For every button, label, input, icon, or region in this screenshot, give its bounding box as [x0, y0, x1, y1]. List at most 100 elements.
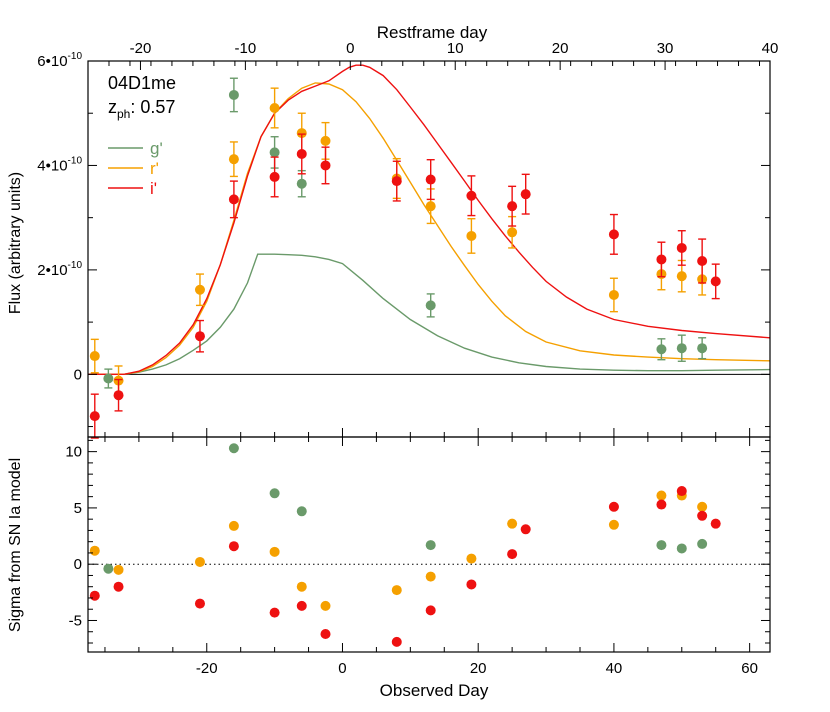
flux-point-r	[425, 201, 436, 212]
sigma-point-r	[194, 556, 205, 567]
flux-point-i	[194, 331, 205, 342]
sigma-point-i	[113, 581, 124, 592]
restframe-tick-label: -10	[235, 40, 257, 57]
sigma-point-r	[320, 600, 331, 611]
flux-axis-label: Flux (arbitrary units)	[7, 172, 24, 314]
sigma-point-i	[425, 605, 436, 616]
flux-point-r	[466, 230, 477, 241]
flux-point-g	[425, 300, 436, 311]
flux-point-i	[296, 148, 307, 159]
flux-point-r	[507, 227, 518, 238]
sigma-point-i	[194, 598, 205, 609]
flux-point-i	[391, 176, 402, 187]
sigma-point-i	[391, 636, 402, 647]
legend-label-r: r'	[150, 159, 159, 178]
observed-tick-label: 60	[741, 660, 758, 677]
sigma-point-r	[269, 546, 280, 557]
sigma-plot-frame	[87, 436, 771, 653]
flux-point-r	[89, 351, 100, 362]
sigma-point-g	[228, 443, 239, 454]
flux-point-g	[676, 343, 687, 354]
legend-label-i: i'	[150, 179, 157, 198]
observed-tick-label: -20	[196, 660, 218, 677]
flux-y-tick-label: 4•10-10	[37, 155, 82, 174]
flux-point-i	[113, 390, 124, 401]
sigma-point-g	[425, 540, 436, 551]
flux-point-i	[507, 201, 518, 212]
sigma-point-i	[228, 541, 239, 552]
sigma-y-tick-label: 0	[74, 556, 82, 573]
flux-point-i	[520, 189, 531, 200]
sigma-point-i	[89, 590, 100, 601]
redshift-value: : 0.57	[130, 97, 175, 117]
flux-point-r	[608, 289, 619, 300]
sigma-point-r	[425, 571, 436, 582]
sigma-point-r	[697, 501, 708, 512]
sigma-panel: -5 0 5 10 -20 0 20 40 60	[65, 436, 771, 677]
flux-point-g	[228, 89, 239, 100]
flux-point-g	[656, 344, 667, 355]
sigma-point-i	[697, 510, 708, 521]
sigma-point-r	[89, 545, 100, 556]
sigma-point-r	[466, 553, 477, 564]
flux-point-g	[103, 373, 114, 384]
flux-plot-frame	[87, 60, 771, 438]
sigma-point-g	[676, 543, 687, 554]
flux-point-r	[228, 154, 239, 165]
flux-point-r	[320, 135, 331, 146]
flux-point-i	[425, 174, 436, 185]
flux-point-i	[676, 242, 687, 253]
flux-point-i	[710, 276, 721, 287]
flux-panel: 0 2•10-10 4•10-10 6•10-10 -20 -10 0 10 20 30 40 g'r…	[37, 40, 779, 439]
sigma-point-i	[507, 549, 518, 560]
redshift-label: zph: 0.57	[108, 97, 175, 121]
sigma-point-i	[296, 600, 307, 611]
sigma-point-i	[269, 607, 280, 618]
flux-y-tick-label: 0	[74, 366, 82, 383]
sigma-point-i	[676, 486, 687, 497]
sigma-point-i	[656, 499, 667, 510]
restframe-tick-label: -20	[130, 40, 152, 57]
legend-label-g: g'	[150, 139, 163, 158]
flux-y-tick-label: 2•10-10	[37, 260, 82, 279]
sigma-point-r	[656, 490, 667, 501]
restframe-axis-label: Restframe day	[377, 23, 488, 42]
sigma-point-i	[466, 579, 477, 590]
sigma-point-g	[269, 488, 280, 499]
sigma-point-r	[228, 520, 239, 531]
redshift-symbol: z	[108, 97, 117, 117]
model-curve-g	[88, 253, 771, 375]
flux-point-i	[320, 160, 331, 171]
flux-point-g	[269, 147, 280, 158]
flux-point-r	[269, 103, 280, 113]
flux-point-i	[466, 190, 477, 201]
flux-point-r	[676, 271, 687, 282]
restframe-tick-label: 30	[657, 40, 674, 57]
flux-point-g	[697, 343, 708, 354]
restframe-tick-label: 20	[552, 40, 569, 57]
sigma-point-r	[391, 585, 402, 596]
flux-y-tick-label: 6•10-10	[37, 51, 82, 70]
sigma-y-tick-label: 10	[65, 444, 82, 461]
sigma-axis-label: Sigma from SN Ia model	[7, 458, 24, 632]
restframe-tick-label: 40	[762, 40, 779, 57]
observed-tick-label: 0	[338, 660, 346, 677]
restframe-tick-label: 0	[346, 40, 354, 57]
restframe-tick-label: 10	[447, 40, 464, 57]
sigma-y-tick-label: 5	[74, 500, 82, 517]
flux-point-r	[194, 284, 205, 295]
sigma-y-tick-label: -5	[69, 612, 82, 629]
flux-point-i	[89, 411, 100, 422]
redshift-subscript: ph	[117, 107, 130, 121]
flux-point-i	[656, 254, 667, 265]
model-curve-r	[88, 82, 771, 375]
sigma-point-r	[113, 564, 124, 575]
observed-tick-label: 20	[470, 660, 487, 677]
object-name-label: 04D1me	[108, 73, 176, 93]
sigma-point-i	[520, 524, 531, 535]
sigma-point-g	[103, 563, 114, 574]
flux-point-i	[228, 194, 239, 205]
sigma-point-r	[296, 581, 307, 592]
flux-point-r	[296, 128, 307, 139]
